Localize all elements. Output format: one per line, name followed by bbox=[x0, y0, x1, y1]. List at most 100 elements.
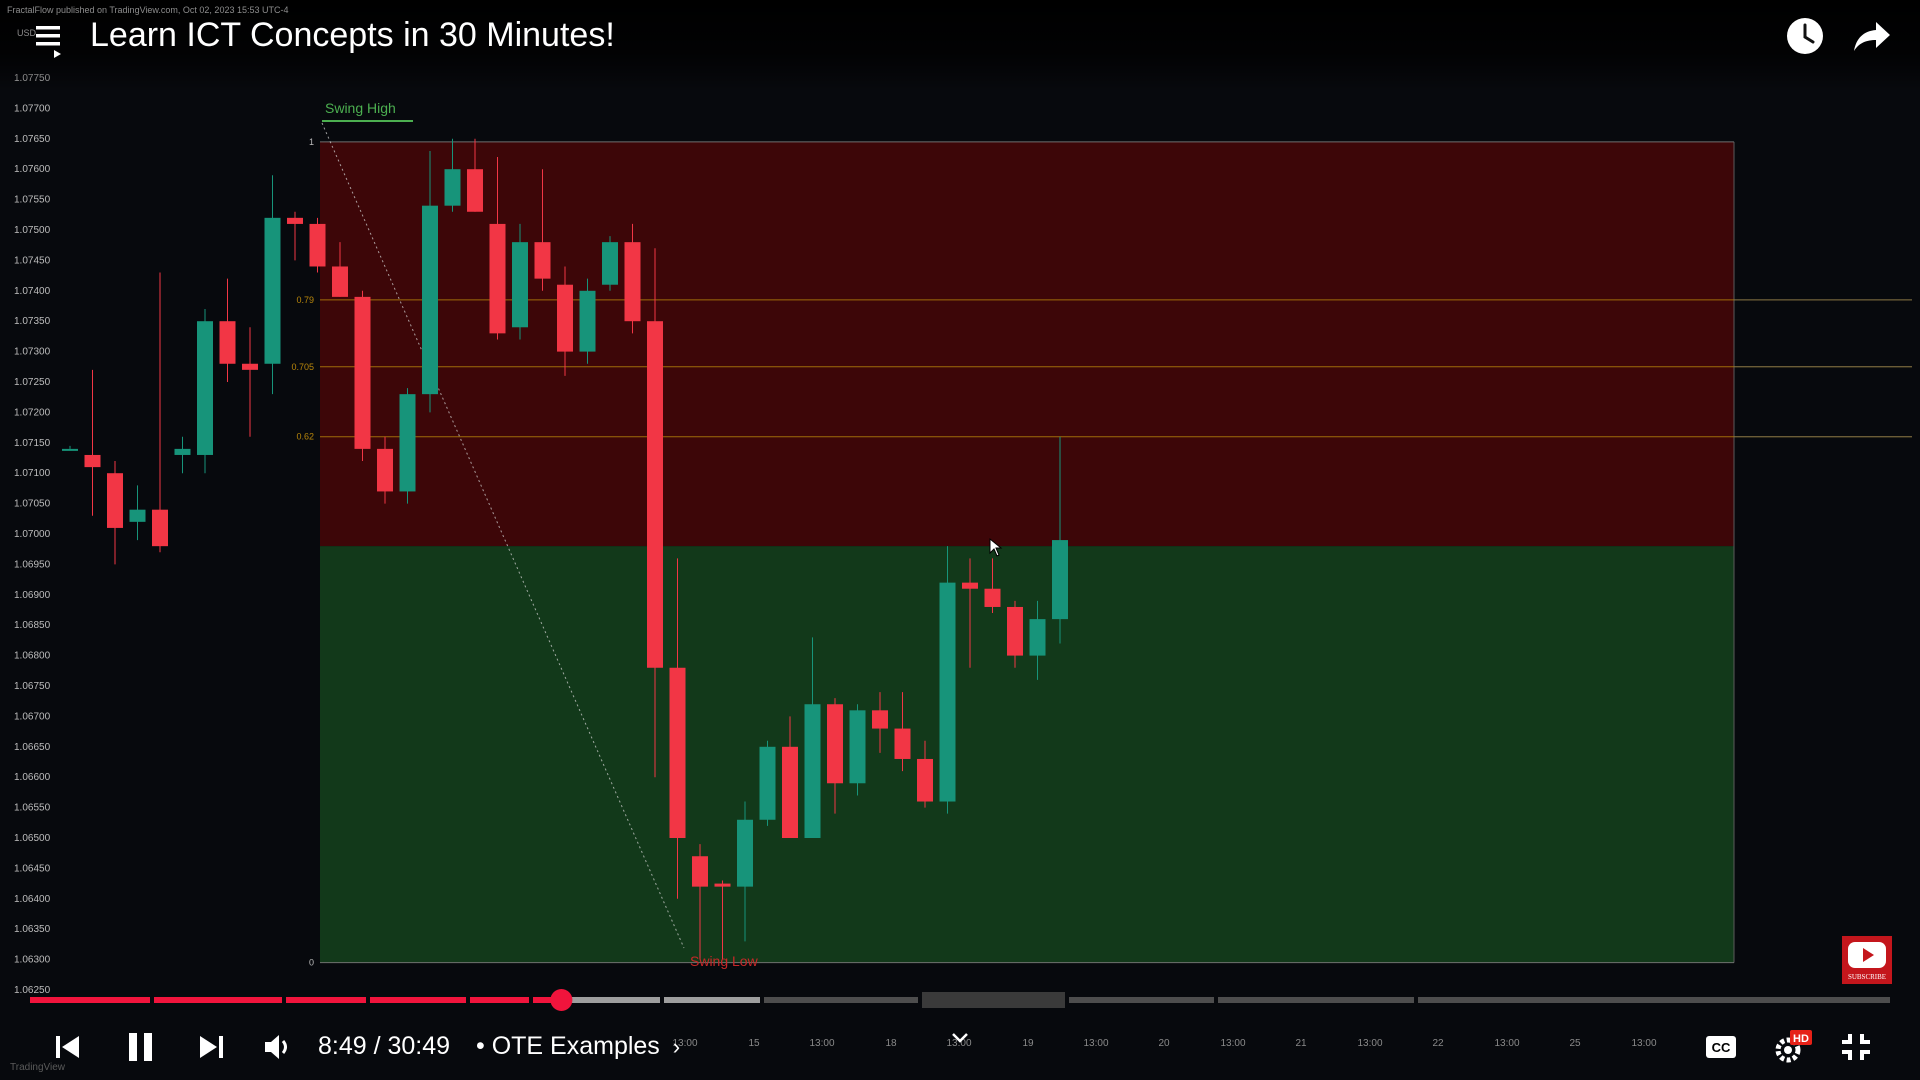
y-axis-tick-label: 1.07550 bbox=[14, 195, 51, 206]
tradingview-watermark-text: TradingView bbox=[10, 1062, 66, 1073]
candle-body bbox=[1007, 606, 1023, 656]
y-axis-tick-label: 1.07250 bbox=[14, 377, 51, 388]
previous-button[interactable] bbox=[53, 1032, 83, 1067]
candle-body bbox=[242, 363, 258, 370]
tradingview-watermark: TradingView bbox=[10, 1062, 66, 1073]
candle bbox=[894, 692, 911, 772]
y-axis-tick-label: 1.07450 bbox=[14, 255, 51, 266]
played-segment bbox=[370, 997, 466, 1003]
candle-body bbox=[152, 509, 168, 547]
chapter-chevron-right-icon: › bbox=[672, 1034, 681, 1059]
video-title[interactable]: Learn ICT Concepts in 30 Minutes! bbox=[90, 16, 615, 54]
y-axis-tick-label: 1.07200 bbox=[14, 407, 51, 418]
candle bbox=[1007, 600, 1023, 668]
fib-level-label: 0.62 bbox=[296, 432, 314, 442]
candle bbox=[129, 485, 146, 541]
candle-body bbox=[827, 704, 843, 784]
y-axis-tick-label: 1.06350 bbox=[14, 924, 51, 935]
y-axis-tick-label: 1.06600 bbox=[14, 772, 51, 783]
candle-body bbox=[489, 223, 506, 334]
cc-icon: CC bbox=[1706, 1036, 1736, 1058]
progress-segment[interactable] bbox=[1418, 997, 1890, 1003]
candle bbox=[534, 169, 551, 291]
candle bbox=[624, 223, 641, 334]
buffered-segment bbox=[533, 997, 660, 1003]
progress-segment[interactable] bbox=[1069, 997, 1214, 1003]
volume-button[interactable] bbox=[262, 1032, 294, 1067]
played-segment bbox=[470, 997, 529, 1003]
candle bbox=[669, 558, 686, 899]
skip-previous-icon bbox=[56, 1036, 79, 1058]
candle bbox=[287, 211, 303, 261]
y-axis-tick-label: 1.07100 bbox=[14, 468, 51, 479]
pause-icon bbox=[129, 1033, 152, 1061]
fib-level-label: 0.705 bbox=[291, 362, 314, 372]
x-axis-tick-label: 13:00 bbox=[1494, 1038, 1519, 1049]
y-axis-tick-label: 1.06800 bbox=[14, 651, 51, 662]
x-axis-tick-label: 21 bbox=[1295, 1038, 1307, 1049]
candle bbox=[219, 278, 236, 382]
x-axis-tick-label: 18 bbox=[885, 1038, 897, 1049]
subscribe-label: SUBSCRIBE bbox=[1848, 973, 1886, 981]
candle-body bbox=[692, 856, 708, 887]
captions-button[interactable]: CC bbox=[1705, 1035, 1737, 1064]
y-axis-tick-label: 1.07650 bbox=[14, 134, 51, 145]
candle bbox=[557, 266, 573, 376]
share-arrow-icon[interactable] bbox=[1852, 16, 1892, 56]
chapters-chevron-icon[interactable] bbox=[950, 1030, 970, 1051]
watch-later-clock-icon[interactable] bbox=[1785, 16, 1825, 56]
candle-body bbox=[939, 582, 956, 802]
candle-body bbox=[422, 205, 438, 395]
x-axis-tick-label: 22 bbox=[1432, 1038, 1444, 1049]
gear-icon: HD bbox=[1775, 1030, 1812, 1063]
candle bbox=[444, 138, 461, 212]
scrubber-handle[interactable] bbox=[550, 989, 573, 1011]
candle-body bbox=[174, 448, 191, 455]
played-segment bbox=[286, 997, 366, 1003]
candle bbox=[84, 369, 101, 516]
settings-button[interactable]: HD bbox=[1772, 1030, 1812, 1069]
played-segment bbox=[533, 997, 562, 1003]
candle-body bbox=[332, 266, 348, 297]
candle bbox=[467, 138, 483, 212]
volume-icon bbox=[265, 1035, 287, 1059]
svg-text:CC: CC bbox=[1712, 1040, 1731, 1055]
candle-body bbox=[399, 394, 416, 492]
next-button[interactable] bbox=[196, 1032, 226, 1067]
progress-segment[interactable] bbox=[764, 997, 918, 1003]
candle-body bbox=[512, 242, 528, 328]
candle-body bbox=[759, 746, 776, 820]
candle bbox=[692, 844, 708, 960]
progress-segment[interactable] bbox=[922, 992, 1065, 1008]
chapter-title[interactable]: • OTE Examples › bbox=[476, 1032, 680, 1061]
candle-body bbox=[84, 454, 101, 468]
playlist-menu-icon[interactable] bbox=[34, 22, 68, 58]
candle bbox=[197, 309, 213, 474]
pause-button[interactable] bbox=[126, 1030, 156, 1069]
candle-body bbox=[557, 284, 573, 352]
candle bbox=[489, 157, 506, 340]
candle-body bbox=[984, 588, 1001, 607]
candle bbox=[872, 692, 888, 753]
swing-high-label: Swing High bbox=[325, 100, 396, 116]
candle bbox=[1052, 436, 1068, 644]
progress-segment[interactable] bbox=[1218, 997, 1414, 1003]
chapter-title-text: • OTE Examples bbox=[476, 1032, 660, 1060]
candle-body bbox=[917, 758, 933, 802]
swing-low-label: Swing Low bbox=[690, 953, 759, 969]
published-note: FractalFlow published on TradingView.com… bbox=[7, 5, 289, 15]
fib-diagonal-line bbox=[321, 122, 685, 949]
y-axis-tick-label: 1.06650 bbox=[14, 742, 51, 753]
subscribe-watermark-icon[interactable]: SUBSCRIBE bbox=[1842, 936, 1892, 984]
y-axis-tick-label: 1.06450 bbox=[14, 863, 51, 874]
progress-bar[interactable] bbox=[0, 989, 1920, 1013]
fib-level-label: 0.79 bbox=[296, 295, 314, 305]
exit-fullscreen-button[interactable] bbox=[1840, 1032, 1872, 1067]
candle bbox=[242, 327, 258, 437]
candle-body bbox=[354, 296, 371, 449]
candle-body bbox=[872, 710, 888, 729]
candle-body bbox=[534, 242, 551, 279]
y-axis-tick-label: 1.06700 bbox=[14, 711, 51, 722]
